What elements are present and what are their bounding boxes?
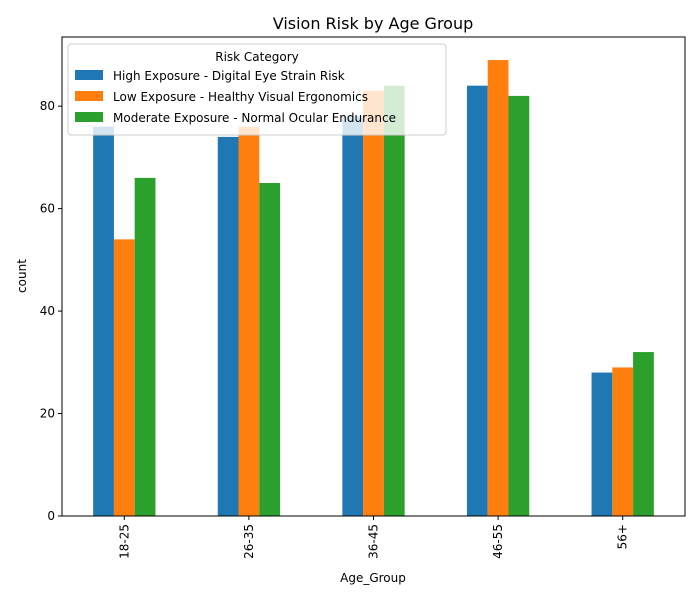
bar-moderate-56+ — [633, 352, 654, 516]
y-tick-label: 20 — [40, 407, 55, 421]
bar-high-56+ — [591, 372, 613, 516]
legend-entry: Moderate Exposure - Normal Ocular Endura… — [113, 111, 396, 125]
legend-swatch — [75, 70, 103, 80]
y-axis-label: count — [15, 259, 29, 293]
legend-title: Risk Category — [215, 50, 299, 64]
y-tick-label: 0 — [47, 509, 55, 523]
legend-entry: High Exposure - Digital Eye Strain Risk — [113, 69, 345, 83]
bar-low-56+ — [612, 367, 634, 516]
x-tick-label-36-45: 36-45 — [367, 524, 381, 559]
bar-moderate-46-55 — [508, 95, 530, 516]
bar-high-36-45 — [342, 116, 364, 516]
bar-high-26-35 — [217, 136, 239, 516]
y-tick-label: 40 — [40, 304, 55, 318]
x-tick-label-26-35: 26-35 — [242, 524, 256, 559]
y-tick-label: 60 — [40, 202, 55, 216]
x-tick-label-18-25: 18-25 — [117, 524, 131, 559]
chart-title: Vision Risk by Age Group — [273, 14, 474, 33]
legend-entry: Low Exposure - Healthy Visual Ergonomics — [113, 90, 368, 104]
legend: Risk Category High Exposure - Digital Eye… — [67, 43, 447, 136]
bar-moderate-18-25 — [134, 177, 156, 516]
bar-low-36-45 — [363, 90, 384, 516]
axes-group: 0 20 40 60 80 18-25 26-35 36-45 46-55 56+ — [40, 36, 686, 559]
legend-swatch — [75, 112, 103, 122]
bar-high-18-25 — [93, 126, 114, 517]
bars-group — [93, 60, 654, 517]
bar-high-46-55 — [466, 85, 488, 517]
bar-moderate-36-45 — [383, 85, 405, 517]
y-tick-label: 80 — [40, 99, 55, 113]
bar-low-46-55 — [487, 60, 509, 517]
x-tick-label-56+: 56+ — [616, 524, 630, 549]
legend-box — [67, 43, 447, 136]
legend-swatch — [75, 91, 103, 101]
bar-low-26-35 — [238, 126, 260, 517]
x-axis-label: Age_Group — [340, 571, 406, 585]
x-tick-label-46-55: 46-55 — [491, 524, 505, 559]
bar-moderate-26-35 — [259, 183, 281, 516]
bar-low-18-25 — [113, 239, 135, 517]
